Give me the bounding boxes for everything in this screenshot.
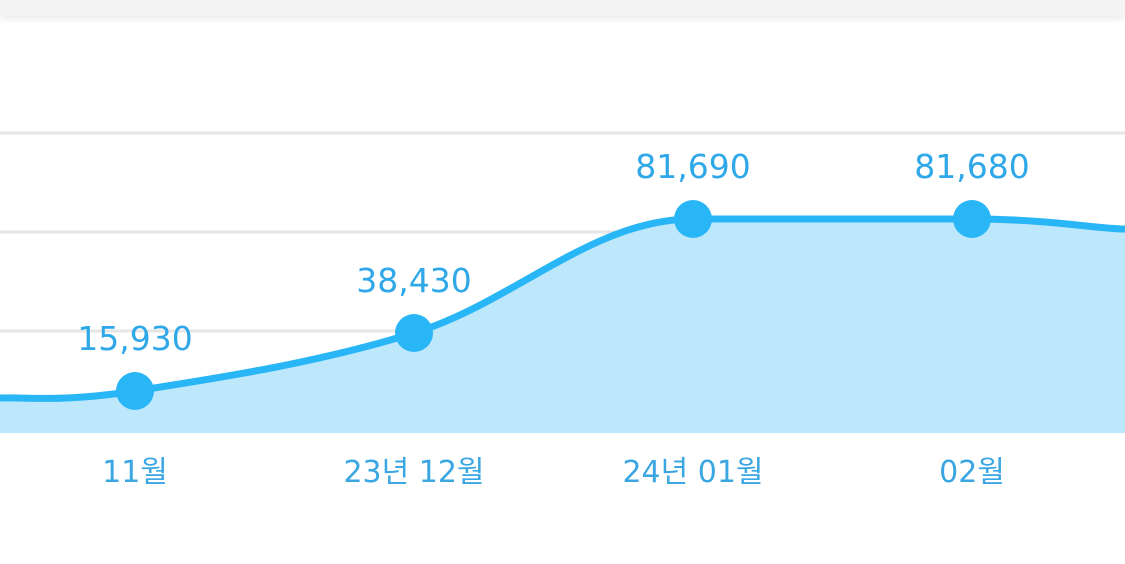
data-point-marker[interactable] bbox=[395, 314, 433, 352]
data-label: 81,680 bbox=[914, 147, 1029, 186]
x-tick-label: 02월 bbox=[939, 455, 1005, 490]
x-tick-label: 11월 bbox=[102, 455, 168, 490]
top-shadow-strip bbox=[0, 0, 1125, 16]
x-tick-labels: 11월 23년 12월 24년 01월 02월 bbox=[102, 455, 1005, 490]
data-label: 81,690 bbox=[635, 147, 750, 186]
data-point-marker[interactable] bbox=[953, 200, 991, 238]
data-markers bbox=[116, 200, 991, 410]
data-labels: 15,930 38,430 81,690 81,680 bbox=[77, 147, 1029, 358]
data-label: 38,430 bbox=[356, 261, 471, 300]
area-fill bbox=[0, 219, 1125, 433]
x-tick-label: 23년 12월 bbox=[343, 455, 484, 490]
data-point-marker[interactable] bbox=[116, 372, 154, 410]
data-point-marker[interactable] bbox=[674, 200, 712, 238]
x-tick-label: 24년 01월 bbox=[622, 455, 763, 490]
data-label: 15,930 bbox=[77, 319, 192, 358]
